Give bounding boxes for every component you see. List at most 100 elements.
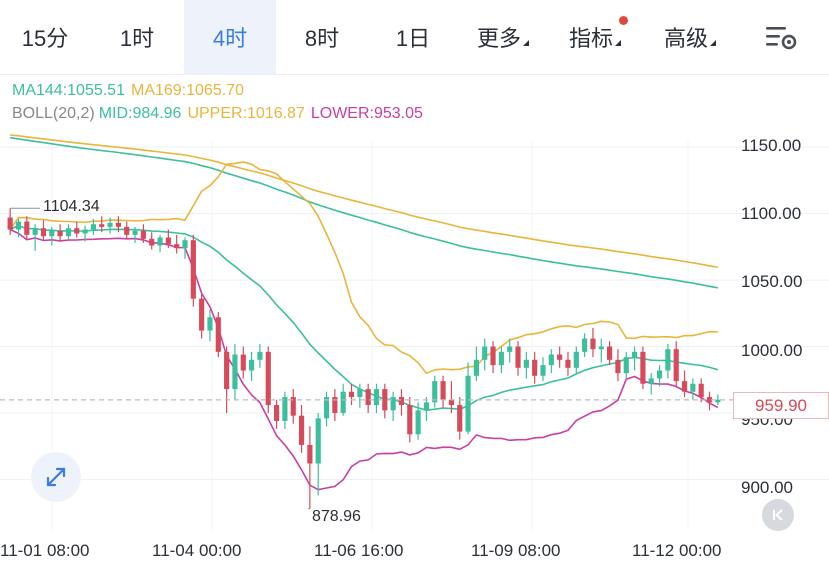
max-price-label: 1104.34 bbox=[43, 198, 100, 215]
candle-body bbox=[115, 222, 121, 227]
candle-body bbox=[390, 397, 396, 411]
candle-body bbox=[224, 351, 230, 390]
candle-body bbox=[307, 444, 313, 464]
candlestick-chart[interactable] bbox=[0, 74, 829, 570]
candle-body bbox=[515, 346, 521, 368]
candle-body bbox=[174, 244, 180, 249]
current-price-value: 959.90 bbox=[755, 395, 807, 415]
candle-body bbox=[582, 338, 588, 352]
candle-body bbox=[290, 397, 296, 416]
candle-body bbox=[157, 237, 163, 246]
y-tick-label: 900.00 bbox=[741, 478, 793, 497]
candle-body bbox=[598, 346, 604, 350]
candle-body bbox=[382, 389, 388, 411]
candle-body bbox=[398, 397, 405, 406]
candle-body bbox=[257, 351, 263, 360]
tab-label: 4时 bbox=[212, 26, 248, 51]
candle-body bbox=[440, 381, 446, 400]
boll-name: BOLL(20,2) bbox=[12, 105, 95, 122]
candle-body bbox=[249, 359, 255, 371]
candle-body bbox=[498, 351, 504, 366]
candle-body bbox=[365, 389, 371, 406]
candle-body bbox=[90, 224, 96, 230]
tab-8h[interactable]: 8时 bbox=[276, 0, 368, 74]
candle-body bbox=[182, 240, 188, 249]
tab-advanced[interactable]: 高级 bbox=[642, 0, 738, 74]
x-tick-label: 11-06 16:00 bbox=[314, 541, 404, 560]
candle-body bbox=[465, 375, 471, 432]
candle-body bbox=[149, 238, 155, 246]
candle-body bbox=[274, 405, 280, 421]
tab-indicators[interactable]: 指标 bbox=[548, 0, 642, 74]
candle-body bbox=[623, 357, 629, 374]
tab-label: 1日 bbox=[395, 26, 431, 51]
candle-body bbox=[565, 359, 571, 368]
candle-body bbox=[124, 226, 130, 235]
candle-body bbox=[82, 229, 88, 234]
y-tick-label: 1000.00 bbox=[741, 341, 803, 360]
tab-label: 更多 bbox=[476, 26, 521, 51]
candle-body bbox=[357, 389, 363, 398]
scroll-to-latest-button[interactable] bbox=[762, 499, 794, 531]
candle-body bbox=[673, 349, 679, 382]
ma169-line bbox=[10, 134, 718, 268]
chart-settings-icon[interactable] bbox=[764, 24, 798, 52]
candle-body bbox=[698, 383, 704, 398]
dropdown-triangle-icon bbox=[615, 40, 621, 46]
candle-body bbox=[640, 351, 646, 384]
tab-label: 8时 bbox=[304, 26, 340, 51]
candle-body bbox=[407, 405, 413, 435]
candle-body bbox=[24, 221, 30, 235]
candle-body bbox=[65, 228, 72, 237]
expand-chart-button[interactable] bbox=[31, 452, 81, 502]
candle-body bbox=[15, 221, 22, 230]
candle-body bbox=[532, 359, 538, 376]
boll-mid-line bbox=[9, 224, 719, 412]
ma169-label: MA169:1065.70 bbox=[130, 82, 244, 99]
tab-15m[interactable]: 15分 bbox=[0, 0, 90, 74]
candle-body bbox=[373, 389, 380, 406]
tab-label: 1时 bbox=[119, 26, 155, 51]
boll-upper: UPPER:1016.87 bbox=[187, 105, 305, 122]
candle-body bbox=[298, 415, 305, 445]
tab-1h[interactable]: 1时 bbox=[90, 0, 184, 74]
candle-body bbox=[190, 240, 196, 299]
candle-body bbox=[282, 397, 288, 421]
tab-1d[interactable]: 1日 bbox=[368, 0, 458, 74]
y-tick-label: 1100.00 bbox=[741, 204, 802, 223]
dropdown-triangle-icon bbox=[523, 40, 529, 46]
candle-body bbox=[656, 370, 663, 379]
candle-body bbox=[432, 381, 438, 403]
ma144-label: MA144:1055.51 bbox=[12, 82, 125, 99]
notification-dot bbox=[619, 16, 628, 25]
candle-body bbox=[32, 228, 38, 235]
candle-body bbox=[332, 397, 338, 414]
candle-body bbox=[715, 399, 721, 403]
tab-more[interactable]: 更多 bbox=[458, 0, 548, 74]
candle-body bbox=[265, 351, 271, 406]
x-tick-label: 11-12 00:00 bbox=[632, 541, 722, 560]
candle-body bbox=[7, 217, 13, 230]
tab-4h[interactable]: 4时 bbox=[184, 0, 276, 74]
candle-body bbox=[573, 351, 579, 368]
candle-body bbox=[315, 418, 321, 464]
x-tick-label: 11-09 08:00 bbox=[471, 541, 561, 560]
candle-body bbox=[482, 346, 488, 360]
candle-body bbox=[49, 230, 55, 237]
candle-body bbox=[40, 228, 47, 237]
ma144-line bbox=[10, 136, 718, 289]
candle-body bbox=[207, 317, 213, 331]
candle-body bbox=[473, 359, 479, 376]
x-tick-label: 11-04 00:00 bbox=[152, 541, 242, 560]
boll-upper-line bbox=[9, 161, 718, 375]
boll-lower-line bbox=[9, 228, 719, 491]
boll-lower: LOWER:953.05 bbox=[310, 105, 423, 122]
tab-label: 高级 bbox=[663, 26, 708, 51]
expand-arrows-icon bbox=[46, 467, 66, 487]
boll-mid: MID:984.96 bbox=[98, 105, 182, 122]
candle-body bbox=[232, 354, 238, 390]
candle-body bbox=[523, 359, 529, 368]
candle-body bbox=[457, 405, 463, 432]
candle-body bbox=[323, 397, 330, 419]
candle-body bbox=[74, 228, 80, 234]
